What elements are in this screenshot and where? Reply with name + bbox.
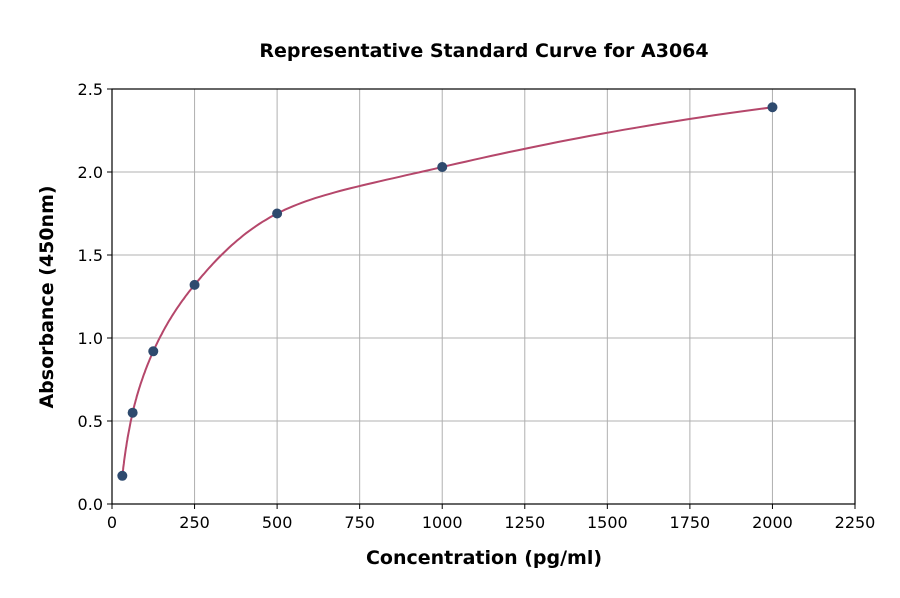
- data-point: [148, 346, 159, 357]
- data-point: [767, 102, 778, 113]
- x-tick-label: 2000: [752, 513, 793, 532]
- x-axis-label: Concentration (pg/ml): [366, 547, 602, 569]
- y-tick-label: 1.5: [78, 246, 103, 265]
- x-tick-label: 1500: [587, 513, 628, 532]
- y-tick-label: 0.5: [78, 412, 103, 431]
- x-tick-label: 1000: [422, 513, 463, 532]
- chart-title: Representative Standard Curve for A3064: [259, 40, 708, 62]
- x-tick-label: 500: [262, 513, 293, 532]
- y-axis-label: Absorbance (450nm): [36, 185, 58, 408]
- x-tick-label: 250: [179, 513, 210, 532]
- x-tick-label: 750: [344, 513, 375, 532]
- x-tick-label: 2250: [835, 513, 876, 532]
- plot-frame: [111, 88, 856, 505]
- data-point: [437, 162, 448, 173]
- y-tick-label: 0.0: [78, 495, 103, 514]
- y-tick-label: 2.5: [78, 80, 103, 99]
- y-tick-label: 2.0: [78, 163, 103, 182]
- data-point: [272, 208, 283, 219]
- x-tick-label: 1750: [670, 513, 711, 532]
- data-point: [117, 470, 128, 481]
- data-point: [127, 407, 138, 418]
- y-tick-label: 1.0: [78, 329, 103, 348]
- data-point: [189, 279, 200, 290]
- x-tick-label: 0: [107, 513, 117, 532]
- x-tick-label: 1250: [504, 513, 545, 532]
